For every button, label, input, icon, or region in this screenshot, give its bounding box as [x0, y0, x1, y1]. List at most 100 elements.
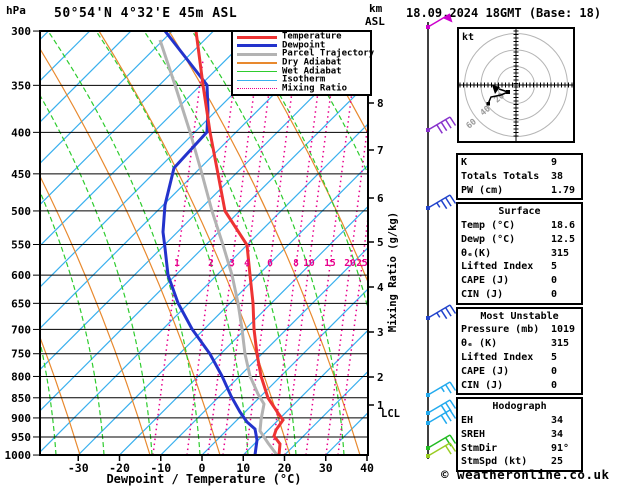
- dry-adiabat-line: [98, 31, 291, 455]
- table-row-value: 5: [551, 261, 558, 273]
- mixing-ratio-line: [152, 59, 204, 455]
- table-row-value: 1.79: [551, 184, 576, 196]
- pressure-tick-label: 750: [11, 348, 31, 361]
- table-row-label: CIN (J): [461, 288, 504, 300]
- table-row-value: 0: [551, 379, 558, 391]
- table-row: EH 34: [461, 414, 578, 428]
- legend-item: Parcel Trajectory: [233, 49, 374, 59]
- isotherm-line: [40, 81, 368, 412]
- mixing-ratio-label: 4: [244, 258, 250, 269]
- table-row-label: K: [461, 157, 468, 168]
- pressure-tick-label: 650: [11, 297, 31, 310]
- km-tick-label: 4: [377, 281, 384, 294]
- legend-item: Dry Adiabat: [233, 57, 370, 68]
- wind-barb: [426, 434, 457, 450]
- plot-border: [39, 30, 369, 456]
- table-row-label: θₑ(K): [461, 247, 492, 259]
- wet-adiabat-line: [40, 339, 57, 455]
- km-tick-label: 6: [377, 192, 384, 205]
- pressure-tick-label: 900: [11, 412, 31, 425]
- isotherm-line: [284, 370, 368, 455]
- table-row: Temp (°C) 18.6: [461, 219, 578, 233]
- mixing-ratio-label: 3: [229, 258, 235, 269]
- table-row-label: Totals Totals: [461, 170, 540, 182]
- legend-swatch-isotherm: [237, 79, 277, 82]
- mixing-ratio-line: [284, 59, 336, 455]
- isotherm-line: [40, 40, 368, 371]
- table-row: StmDir 91°: [461, 442, 578, 456]
- wet-adiabat-line: [0, 31, 8, 455]
- wet-adiabat-line: [40, 190, 105, 455]
- wet-adiabat-line: [47, 31, 201, 455]
- table-row: Pressure (mb) 1019: [461, 323, 578, 337]
- table-row: Lifted Index 5: [461, 260, 578, 274]
- isotherm-line: [77, 164, 368, 455]
- table-row: Totals Totals 38: [461, 170, 578, 184]
- legend-item: Mixing Ratio: [233, 83, 370, 94]
- hodograph-trace: [487, 91, 509, 105]
- mixing-ratio-line: [337, 212, 368, 455]
- skewt-background-lines: [0, 31, 368, 455]
- mixing-ratio-line: [186, 59, 238, 455]
- legend-label: Parcel Trajectory: [282, 48, 375, 59]
- pressure-tick-label: 950: [11, 431, 31, 444]
- isotherm-line: [242, 329, 368, 455]
- station-title: 50°54'N 4°32'E 45m ASL: [54, 6, 238, 21]
- wind-barb-column: [426, 13, 457, 459]
- km-tick-label: 2: [377, 371, 384, 384]
- mixing-ratio-label: 8: [293, 258, 299, 269]
- lcl-label: LCL: [381, 408, 400, 420]
- legend-swatch-wet-adiabat: [237, 70, 277, 73]
- table-row-value: 1019: [551, 324, 576, 336]
- table-row: Dewp (°C) 12.5: [461, 233, 578, 247]
- indices-table: K 9 Totals Totals 38 PW (cm) 1.79 Surface Temp …: [456, 153, 583, 474]
- right-axis-title: Mixing Ratio (g/kg): [387, 212, 399, 332]
- wet-adiabat-line: [40, 94, 153, 455]
- wet-adiabat-line: [191, 31, 345, 455]
- table-row: CAPE (J) 0: [461, 365, 578, 379]
- sounding-curves: [158, 31, 285, 455]
- table-row: Lifted Index 5: [461, 351, 578, 365]
- legend-label: Wet Adiabat: [282, 66, 342, 77]
- table-row-label: StmSpd (kt): [461, 456, 528, 468]
- table-row-value: 12.5: [551, 233, 576, 245]
- legend-item: Wet Adiabat: [233, 66, 370, 77]
- legend-label: Dry Adiabat: [282, 57, 342, 68]
- wind-barb: [426, 304, 457, 320]
- table-row: SREH 34: [461, 428, 578, 442]
- table-row-label: StmDir: [461, 442, 498, 454]
- temperature-tick-label: -30: [68, 461, 89, 475]
- pressure-tick-label: 400: [11, 126, 31, 139]
- temperature-tick-label: 20: [278, 461, 292, 475]
- table-row: PW (cm) 1.79: [461, 184, 578, 198]
- wind-barb: [426, 116, 457, 134]
- dry-adiabat-line: [168, 31, 361, 455]
- isotherm-line: [201, 288, 368, 455]
- km-tick-label: 3: [377, 326, 384, 339]
- table-section-header: Most Unstable: [480, 310, 559, 322]
- table-row-label: CIN (J): [461, 379, 504, 391]
- mixing-ratio-label: 6: [267, 258, 273, 269]
- legend-label: Isotherm: [282, 74, 326, 85]
- mixing-ratio-label: 15: [324, 258, 336, 269]
- table-row-label: SREH: [461, 428, 486, 440]
- copyright: © weatheronline.co.uk: [441, 467, 610, 482]
- table-row-label: Lifted Index: [461, 351, 534, 363]
- mixing-ratio-labels: 1 2 3 4 6 8 10 15 20 25: [174, 258, 368, 269]
- table-row-value: 91°: [551, 442, 570, 454]
- pressure-tick-label: 300: [11, 25, 31, 38]
- pressure-tick-label: 1000: [5, 449, 32, 462]
- table-row-label: EH: [461, 414, 474, 426]
- legend-label: Mixing Ratio: [282, 83, 348, 94]
- table-row-value: 38: [551, 170, 564, 182]
- table-row: θₑ (K) 315: [461, 337, 578, 351]
- table-row-label: Temp (°C): [461, 219, 516, 231]
- legend-swatch-dry-adiabat: [237, 62, 277, 64]
- table-row-label: Dewp (°C): [461, 233, 516, 245]
- mixing-ratio-line: [305, 59, 357, 455]
- table-row-value: 25: [551, 456, 564, 468]
- pressure-axis: 300 350 400 450 500 550 600 650 700 750 800 850 900 9…: [5, 25, 40, 462]
